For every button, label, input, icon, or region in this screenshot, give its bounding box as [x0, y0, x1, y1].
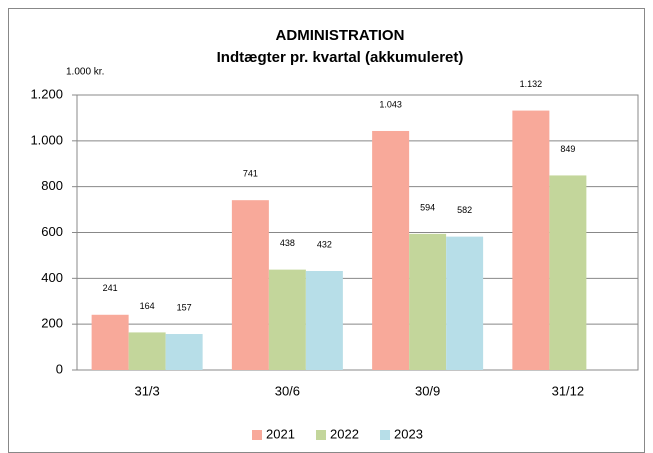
y-tick-label: 400	[41, 270, 63, 285]
y-tick-label: 800	[41, 178, 63, 193]
chart-subtitle: Indtægter pr. kvartal (akkumuleret)	[217, 49, 464, 66]
legend-label: 2022	[330, 426, 359, 441]
data-label: 438	[280, 238, 295, 248]
data-label: 594	[420, 202, 435, 212]
y-tick-label: 1.000	[30, 132, 63, 147]
bar	[231, 200, 269, 370]
bar	[128, 332, 166, 370]
legend-swatch	[316, 430, 326, 440]
data-label: 1.132	[520, 79, 543, 89]
y-tick-label: 0	[56, 361, 63, 376]
bar	[409, 233, 447, 370]
y-tick-label: 1.200	[30, 86, 63, 101]
x-tick-label: 30/9	[415, 383, 440, 398]
bar	[372, 130, 410, 370]
y-axis-label: 1.000 kr.	[66, 67, 104, 78]
legend-swatch	[380, 430, 390, 440]
bar	[165, 334, 203, 370]
y-tick-label: 200	[41, 316, 63, 331]
data-label: 1.043	[379, 99, 402, 109]
data-label: 164	[140, 301, 155, 311]
bar	[268, 269, 306, 370]
data-label: 849	[560, 144, 575, 154]
x-tick-label: 30/6	[275, 383, 300, 398]
data-label: 157	[177, 302, 192, 312]
legend-label: 2023	[394, 426, 423, 441]
legend-swatch	[252, 430, 262, 440]
bar	[305, 271, 343, 370]
x-tick-label: 31/3	[134, 383, 159, 398]
data-label: 432	[317, 239, 332, 249]
bar	[512, 110, 550, 370]
bar	[91, 314, 129, 370]
legend-label: 2021	[266, 426, 295, 441]
bar	[446, 236, 484, 370]
data-label: 241	[103, 283, 118, 293]
data-label: 582	[457, 205, 472, 215]
bar	[549, 175, 587, 370]
x-tick-label: 31/12	[552, 383, 585, 398]
y-tick-label: 600	[41, 224, 63, 239]
data-label: 741	[243, 169, 258, 179]
chart-title: ADMINISTRATION	[276, 27, 405, 44]
